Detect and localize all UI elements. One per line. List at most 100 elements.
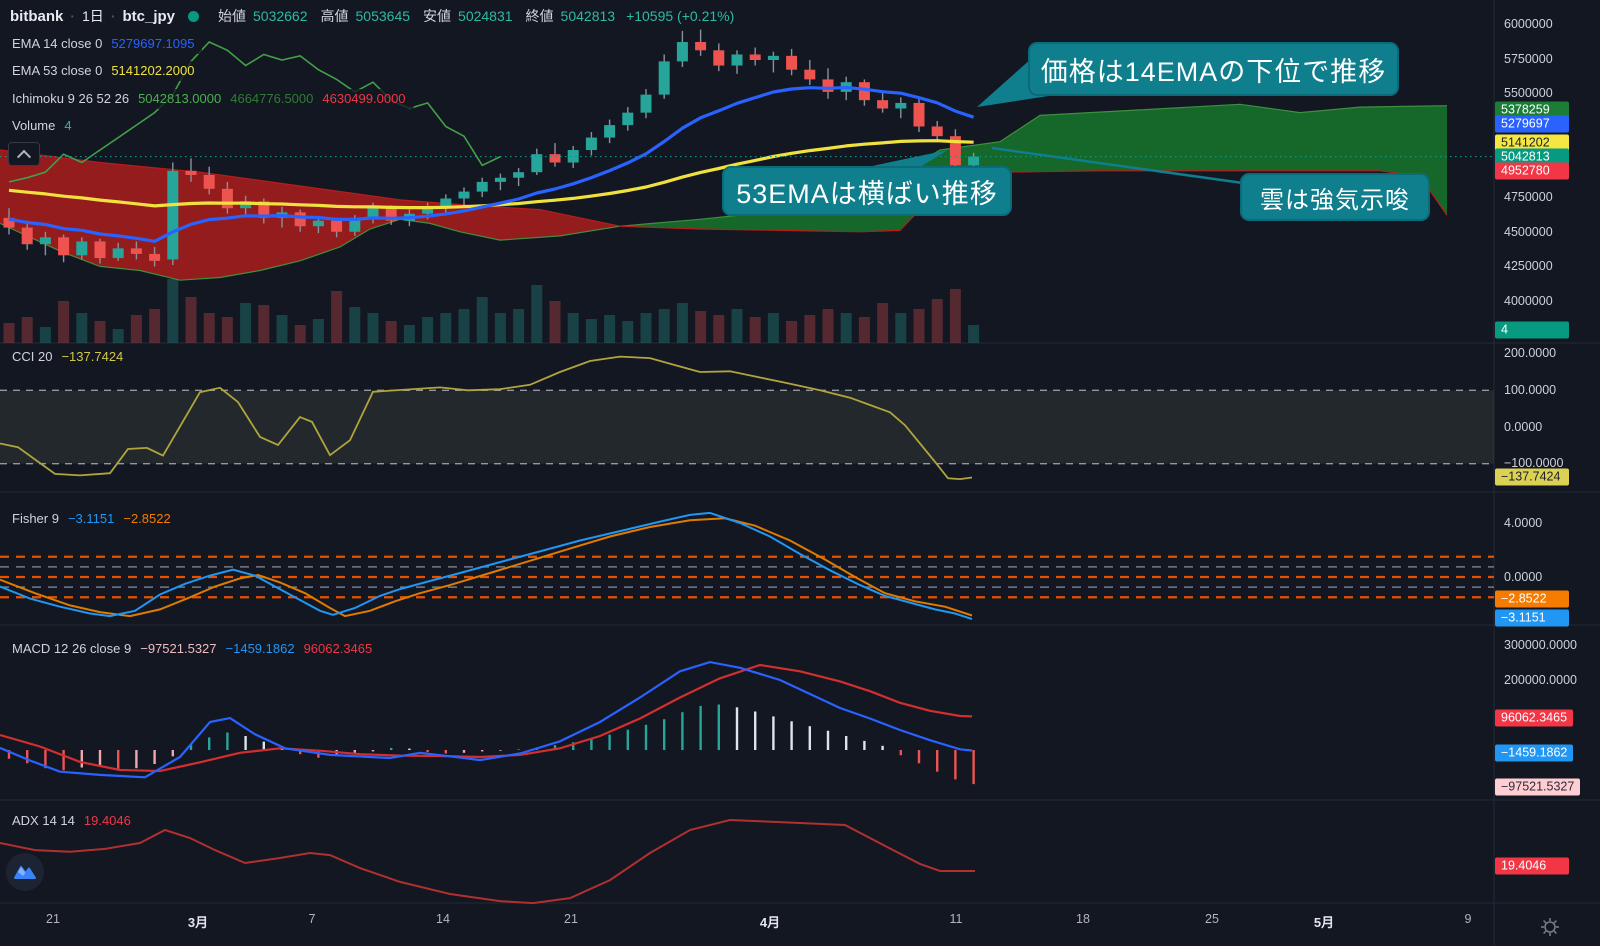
symbol-name[interactable]: btc_jpy [122, 7, 175, 25]
volume-bar [931, 299, 943, 343]
platform-logo-button[interactable] [6, 853, 44, 891]
time-axis-label: 4月 [759, 915, 781, 930]
candle-body [385, 208, 397, 221]
volume-bar [513, 309, 525, 343]
fisher-line[interactable] [0, 511, 973, 621]
time-axis-label: 11 [949, 912, 963, 926]
macd-signal-line[interactable] [0, 663, 973, 773]
fisher-trigger-line[interactable] [0, 517, 973, 618]
legend-cci[interactable]: CCI 20 −137.7424 [10, 347, 132, 367]
interval-selector[interactable]: 1日 [82, 8, 104, 24]
volume-bar [640, 313, 652, 343]
legend-volume[interactable]: Volume 4 [10, 116, 80, 136]
candle-body [494, 177, 506, 182]
volume-bar [531, 285, 543, 343]
legend-ichimoku[interactable]: Ichimoku 9 26 52 26 5042813.0000 4664776… [10, 89, 414, 109]
senkou-span-a-line [0, 103, 1448, 281]
macd-line-value: −1459.1862 [225, 641, 295, 656]
separator-dot: · [70, 8, 76, 24]
volume-bar [968, 325, 980, 343]
axis-value-badge: 4952780 [1495, 162, 1569, 180]
exchange-name[interactable]: bitbank [10, 7, 64, 25]
symbol-header[interactable]: bitbank · 1日 · btc_jpy 始値 5032662 高値 505… [10, 6, 734, 26]
candle-body [221, 188, 233, 209]
macd-line[interactable] [0, 660, 973, 779]
volume-bar [695, 311, 707, 343]
volume-bar [494, 313, 506, 343]
ichimoku-value-2: 4664776.5000 [230, 91, 314, 106]
volume-bar [731, 309, 743, 343]
axis-value-badge: 5279697 [1495, 115, 1569, 133]
volume-bar [112, 329, 124, 343]
ema14-label: EMA 14 close 0 [12, 36, 103, 51]
legend-fisher[interactable]: Fisher 9 −3.1151 −2.8522 [10, 509, 179, 529]
axis-value-badge: 19.4046 [1495, 857, 1569, 875]
candle-body [895, 102, 907, 109]
axis-value-badge: −3.1151 [1495, 609, 1569, 627]
axis-tick-label: 300000.0000 [1504, 638, 1577, 652]
fisher-value: −3.1151 [67, 511, 115, 526]
axis-value-badge: −97521.5327 [1495, 778, 1581, 796]
time-axis-label: 3月 [187, 915, 209, 930]
volume-bar [604, 315, 616, 343]
low-label: 安値 [423, 8, 452, 24]
volume-bar [549, 301, 561, 343]
candle-body [476, 181, 488, 192]
annotation-ema53-note[interactable]: 53EMAは横ばい推移 [722, 166, 1012, 216]
candle-body [786, 55, 798, 70]
legend-ema14[interactable]: EMA 14 close 0 5279697.1095 [10, 34, 203, 54]
timezone-settings-button[interactable] [1538, 915, 1562, 939]
axis-tick-label: 5500000 [1504, 86, 1553, 100]
candle-body [240, 201, 252, 209]
volume-bar [403, 325, 415, 343]
candle-body [531, 154, 543, 173]
cci-band [0, 390, 1494, 464]
annotation-ema14-note[interactable]: 価格は14EMAの下位で推移 [1028, 42, 1399, 96]
volume-bar [676, 303, 688, 343]
volume-bar [622, 321, 634, 343]
volume-bar [185, 297, 197, 343]
volume-bar [440, 313, 452, 343]
volume-bar [258, 305, 270, 343]
candle-body [149, 253, 161, 261]
axis-value-badge: −137.7424 [1495, 468, 1569, 486]
cci-value: −137.7424 [61, 349, 124, 364]
candle-body [312, 220, 324, 227]
candle-body [968, 156, 980, 166]
volume-bar [21, 317, 33, 343]
candle-body [913, 102, 925, 127]
volume-bar [94, 321, 106, 343]
axis-value-badge: −2.8522 [1495, 590, 1569, 608]
axis-value-badge: 5042813 [1495, 148, 1569, 166]
candle-body [549, 154, 561, 163]
logo-icon [14, 866, 36, 879]
volume-bar [312, 319, 324, 343]
axis-tick-label: 5750000 [1504, 52, 1553, 66]
adx-line[interactable] [0, 818, 975, 905]
legend-ema53[interactable]: EMA 53 close 0 5141202.2000 [10, 61, 203, 81]
ema53-value: 5141202.2000 [111, 63, 195, 78]
candle-body [658, 61, 670, 95]
ema14-line[interactable] [8, 85, 975, 243]
gear-icon [1541, 918, 1559, 936]
ichimoku-cloud [0, 150, 620, 281]
adx-value: 19.4046 [83, 813, 131, 828]
axis-tick-label: 4.0000 [1504, 516, 1543, 530]
candle-body [804, 69, 816, 80]
cci-line[interactable] [0, 355, 973, 481]
candle-body [58, 237, 70, 256]
volume-bar [276, 315, 288, 343]
collapse-legend-button[interactable] [8, 142, 40, 166]
change-value: +10595 (+0.21%) [626, 8, 735, 24]
cci-label: CCI 20 [12, 349, 53, 364]
time-axis-label: 21 [564, 912, 578, 926]
axis-value-badge: 5378259 [1495, 101, 1569, 119]
legend-macd[interactable]: MACD 12 26 close 9 −97521.5327 −1459.186… [10, 639, 381, 659]
ema53-label: EMA 53 close 0 [12, 63, 103, 78]
adx-label: ADX 14 14 [12, 813, 75, 828]
legend-adx[interactable]: ADX 14 14 19.4046 [10, 811, 139, 831]
annotation-cloud-note[interactable]: 雲は強気示唆 [1240, 173, 1430, 221]
volume-bar [130, 315, 142, 343]
volume-bar [804, 315, 816, 343]
